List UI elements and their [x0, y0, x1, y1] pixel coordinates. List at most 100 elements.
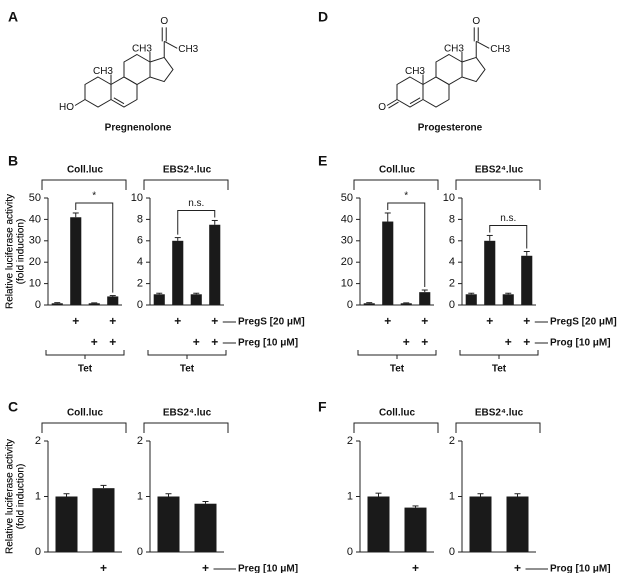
chart-title: Coll.luc	[379, 408, 416, 419]
group-label: Tet	[492, 364, 507, 375]
title-bracket	[353, 422, 439, 433]
y-tick-label: 0	[449, 299, 455, 311]
title-bracket	[455, 179, 541, 190]
group-bracket	[357, 350, 437, 356]
bond	[74, 99, 86, 106]
significance-bracket	[75, 202, 114, 293]
bar	[465, 294, 477, 305]
y-tick-label: 50	[29, 192, 41, 204]
condition-label: Prog [10 μM]	[550, 564, 611, 573]
bar	[404, 507, 427, 552]
bar	[153, 294, 165, 305]
atom: O	[160, 16, 168, 27]
y-axis-label: Relative luciferase activity	[5, 194, 16, 309]
condition-label: Preg [10 μM]	[238, 564, 298, 573]
y-tick-label: 6	[449, 235, 455, 247]
y-axis-label: (fold induction)	[16, 464, 27, 530]
bar	[502, 294, 514, 305]
ring	[422, 76, 450, 108]
bar	[107, 296, 119, 305]
bar	[521, 255, 533, 305]
bar	[51, 303, 63, 305]
y-axis-label: (fold induction)	[16, 219, 27, 285]
panel-letter: C	[8, 399, 18, 415]
condition-label: Preg [10 μM]	[238, 338, 298, 349]
significance-label: *	[92, 191, 96, 202]
y-tick-label: 4	[449, 256, 455, 268]
y-tick-label: 20	[29, 256, 41, 268]
bar	[172, 240, 184, 305]
bond	[386, 99, 398, 106]
title-bracket	[353, 179, 439, 190]
y-tick-label: 0	[137, 299, 143, 311]
bar	[469, 496, 492, 552]
y-tick-label: 10	[131, 192, 143, 204]
bond	[409, 97, 421, 105]
y-axis-label: Relative luciferase activity	[5, 194, 16, 309]
y-tick-label: 0	[347, 546, 353, 558]
ring	[435, 53, 463, 86]
group-bracket	[147, 350, 227, 356]
y-tick-label: 2	[449, 435, 455, 447]
bar	[363, 303, 375, 305]
condition-mark: +	[193, 335, 200, 349]
condition-mark: +	[421, 314, 428, 328]
y-axis-label: Relative luciferase activity	[5, 439, 16, 554]
condition-mark: +	[403, 335, 410, 349]
ring	[149, 56, 174, 83]
y-tick-label: 2	[137, 278, 143, 290]
bar	[70, 217, 82, 305]
condition-label: PregS [20 μM]	[550, 317, 617, 328]
y-axis-label: (fold induction)	[16, 219, 27, 285]
condition-mark: +	[486, 314, 493, 328]
y-tick-label: 10	[29, 278, 41, 290]
condition-mark: +	[211, 314, 218, 328]
significance-label: n.s.	[188, 198, 204, 209]
bar	[419, 292, 431, 305]
condition-mark: +	[109, 314, 116, 328]
bar	[506, 496, 529, 552]
bar	[484, 240, 496, 305]
chart-title: EBS2⁴.luc	[475, 165, 524, 176]
atom: HO	[59, 102, 74, 113]
atom: O	[378, 102, 386, 113]
panel-letter: E	[318, 153, 327, 169]
y-tick-label: 50	[341, 192, 353, 204]
y-tick-label: 1	[35, 490, 41, 502]
y-tick-label: 0	[35, 299, 41, 311]
atom: CH3	[490, 44, 510, 55]
significance-label: *	[404, 191, 408, 202]
condition-mark: +	[211, 335, 218, 349]
bar	[55, 496, 78, 552]
y-tick-label: 2	[35, 435, 41, 447]
condition-mark: +	[72, 314, 79, 328]
title-bracket	[41, 179, 127, 190]
title-bracket	[143, 179, 229, 190]
y-tick-label: 40	[29, 213, 41, 225]
title-bracket	[143, 422, 229, 433]
group-label: Tet	[180, 364, 195, 375]
title-bracket	[455, 422, 541, 433]
bar	[382, 221, 394, 305]
condition-mark: +	[514, 561, 521, 573]
ring	[461, 56, 486, 83]
condition-mark: +	[109, 335, 116, 349]
y-axis-label: Relative luciferase activity	[5, 439, 16, 554]
y-tick-label: 10	[341, 278, 353, 290]
bar	[92, 488, 115, 552]
condition-mark: +	[384, 314, 391, 328]
chart-title: Coll.luc	[379, 165, 416, 176]
atom: CH3	[405, 66, 425, 77]
y-tick-label: 2	[449, 278, 455, 290]
y-tick-label: 1	[137, 490, 143, 502]
y-tick-label: 20	[341, 256, 353, 268]
chart-title: EBS2⁴.luc	[163, 408, 212, 419]
condition-mark: +	[523, 335, 530, 349]
y-tick-label: 0	[449, 546, 455, 558]
condition-mark: +	[523, 314, 530, 328]
bar	[209, 224, 221, 305]
panel-letter: F	[318, 399, 327, 415]
bond	[163, 40, 178, 49]
bond	[388, 101, 399, 109]
